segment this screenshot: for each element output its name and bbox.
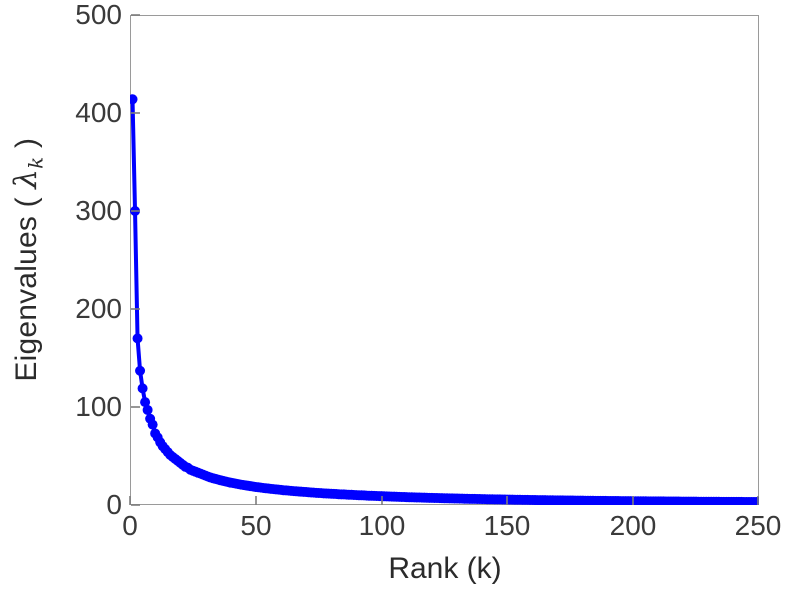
y-tick-label: 400	[75, 97, 122, 128]
lambda-symbol: λ	[8, 169, 45, 189]
curve-line	[130, 97, 759, 505]
x-tick-label: 0	[122, 510, 138, 541]
curve-markers	[130, 94, 759, 505]
series-eigenvalue-spectrum	[130, 94, 759, 505]
lambda-subscript: k	[23, 156, 48, 170]
data-point	[130, 94, 138, 105]
data-point	[130, 206, 141, 216]
x-tick-label: 250	[734, 510, 782, 541]
y-tick-label: 0	[106, 489, 122, 520]
x-tick-labels: 0 50 100 150 200 250	[0, 512, 792, 552]
x-tick-label: 150	[483, 510, 531, 541]
x-tick-label: 100	[358, 510, 406, 541]
plot-area	[130, 15, 759, 505]
y-tick-label: 100	[75, 391, 122, 422]
y-tick-label: 200	[75, 293, 122, 324]
data-point	[137, 383, 148, 394]
data-point	[132, 333, 143, 344]
y-tick-labels: 500 400 300 200 100 0	[46, 0, 122, 520]
eigenvalue-curve	[130, 94, 759, 505]
data-point	[147, 419, 158, 430]
data-point	[142, 404, 153, 415]
data-point	[140, 397, 151, 408]
y-tick-label: 300	[75, 195, 122, 226]
data-point	[135, 365, 146, 376]
y-axis-label-suffix: )	[10, 138, 44, 157]
x-tick-label: 50	[240, 510, 272, 541]
y-tick-label: 500	[75, 0, 122, 30]
x-axis-label: Rank (k)	[388, 552, 502, 585]
x-tick-label: 200	[609, 510, 657, 541]
y-axis-label-prefix: Eigenvalues (	[10, 188, 44, 382]
